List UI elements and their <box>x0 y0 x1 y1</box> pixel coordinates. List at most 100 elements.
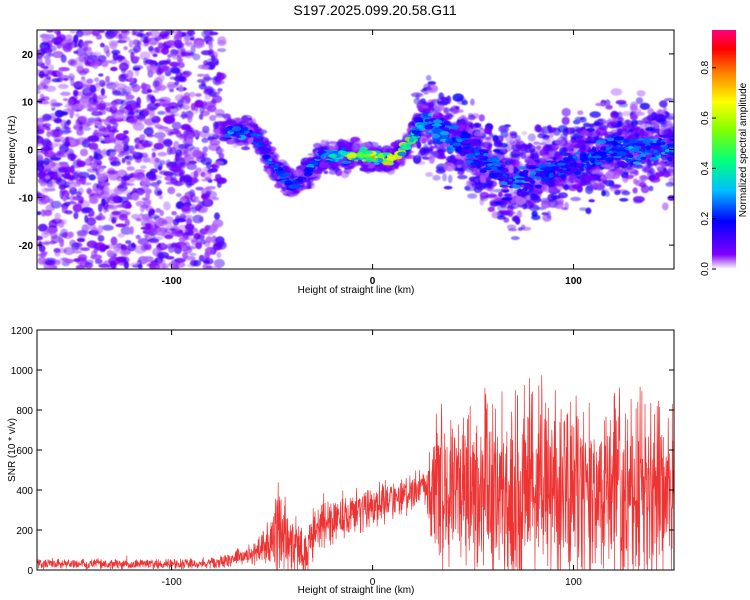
heatmap-cell <box>190 103 196 111</box>
heatmap-cell <box>263 167 268 172</box>
heatmap-cell <box>212 121 219 130</box>
heatmap-cell <box>142 256 154 263</box>
heatmap-cell <box>98 203 103 213</box>
heatmap-cell <box>63 246 75 256</box>
heatmap-cell <box>146 65 159 74</box>
heatmap-cell <box>662 170 671 178</box>
heatmap-cell <box>209 132 217 138</box>
heatmap-cell <box>159 170 169 175</box>
heatmap-cell <box>487 158 497 163</box>
heatmap-cell <box>652 142 663 146</box>
heatmap-cell <box>313 163 319 166</box>
heatmap-cell <box>491 166 498 170</box>
heatmap-cell <box>105 75 110 83</box>
heatmap-cell <box>83 53 90 63</box>
heatmap-cell <box>302 181 314 188</box>
heatmap-cell <box>136 40 142 47</box>
heatmap-cell <box>647 163 654 167</box>
heatmap-cell <box>131 56 140 61</box>
heatmap-cell <box>460 133 469 139</box>
heatmap-cell <box>195 93 202 97</box>
heatmap-cell <box>382 152 391 156</box>
heatmap-cell <box>121 157 126 164</box>
heatmap-cell <box>571 183 583 189</box>
heatmap-cell <box>248 137 256 144</box>
heatmap-cell <box>485 136 491 141</box>
heatmap-cell <box>49 64 54 72</box>
heatmap-cell <box>471 138 479 144</box>
heatmap-cell <box>55 126 61 132</box>
heatmap-cell <box>413 117 423 123</box>
heatmap-cell <box>556 162 566 166</box>
heatmap-cell <box>120 99 127 107</box>
heatmap-cell <box>203 60 208 66</box>
heatmap-cell <box>149 113 157 120</box>
heatmap-cell <box>139 134 146 141</box>
heatmap-cell <box>557 124 569 133</box>
heatmap-cell <box>116 248 124 255</box>
heatmap-cell <box>604 99 611 107</box>
heatmap-cell <box>534 184 542 189</box>
heatmap-cell <box>436 100 449 106</box>
heatmap-cell <box>54 250 61 257</box>
heatmap-cell <box>210 55 216 62</box>
heatmap-cell <box>107 170 118 175</box>
heatmap-cell <box>120 68 127 74</box>
heatmap-cell <box>605 146 612 150</box>
heatmap-cell <box>359 147 365 151</box>
heatmap-cell <box>436 155 447 160</box>
heatmap-cell <box>52 129 63 138</box>
heatmap-cell <box>124 145 135 152</box>
heatmap-cell <box>174 112 180 117</box>
heatmap-cell <box>51 161 57 167</box>
heatmap-cell <box>157 151 168 157</box>
heatmap-cell <box>592 123 600 127</box>
heatmap-cell <box>442 173 447 182</box>
heatmap-cell <box>157 251 170 259</box>
heatmap-cell <box>114 258 121 262</box>
heatmap-cell <box>184 143 190 149</box>
heatmap-cell <box>40 63 46 69</box>
heatmap-cell <box>146 243 152 251</box>
heatmap-cell <box>43 266 55 269</box>
heatmap-cell <box>478 114 485 122</box>
heatmap-cell <box>320 154 325 160</box>
heatmap-cell <box>662 167 667 172</box>
heatmap-cell <box>223 133 231 138</box>
heatmap-cell <box>71 242 80 251</box>
heatmap-cell <box>479 195 489 202</box>
heatmap-cell <box>571 136 577 141</box>
heatmap-cell <box>149 174 158 179</box>
heatmap-cell <box>205 265 213 269</box>
heatmap-cell <box>478 149 489 153</box>
heatmap-cell <box>320 139 326 147</box>
heatmap-cell <box>452 93 464 102</box>
heatmap-cell <box>507 202 520 210</box>
heatmap-cell <box>527 133 536 142</box>
heatmap-cell <box>154 185 159 190</box>
heatmap-cell <box>587 176 597 180</box>
heatmap-cell <box>459 151 467 157</box>
heatmap-cell <box>511 144 523 152</box>
heatmap-cell <box>425 172 434 177</box>
heatmap-cell <box>446 146 452 152</box>
heatmap-cell <box>131 192 140 201</box>
heatmap-cell <box>292 183 302 189</box>
heatmap-cell <box>265 161 272 164</box>
snr-x-ticks: -100 0 100 <box>162 330 582 588</box>
heatmap-cell <box>610 88 623 96</box>
heatmap-cell <box>123 130 129 135</box>
heatmap-cell <box>274 168 283 172</box>
heatmap-cell <box>258 146 264 151</box>
heatmap-cell <box>81 76 86 81</box>
heatmap-cell <box>329 158 337 162</box>
heatmap-cell <box>542 214 552 222</box>
heatmap-cell <box>427 142 433 146</box>
heatmap-cell <box>558 192 568 199</box>
colorbar-tick-label: 0.4 <box>700 161 711 175</box>
heatmap-cell <box>644 121 654 129</box>
heatmap-cell <box>75 113 80 118</box>
heatmap-cell <box>545 170 556 173</box>
heatmap-cell <box>424 124 434 130</box>
heatmap-cell <box>595 127 608 136</box>
